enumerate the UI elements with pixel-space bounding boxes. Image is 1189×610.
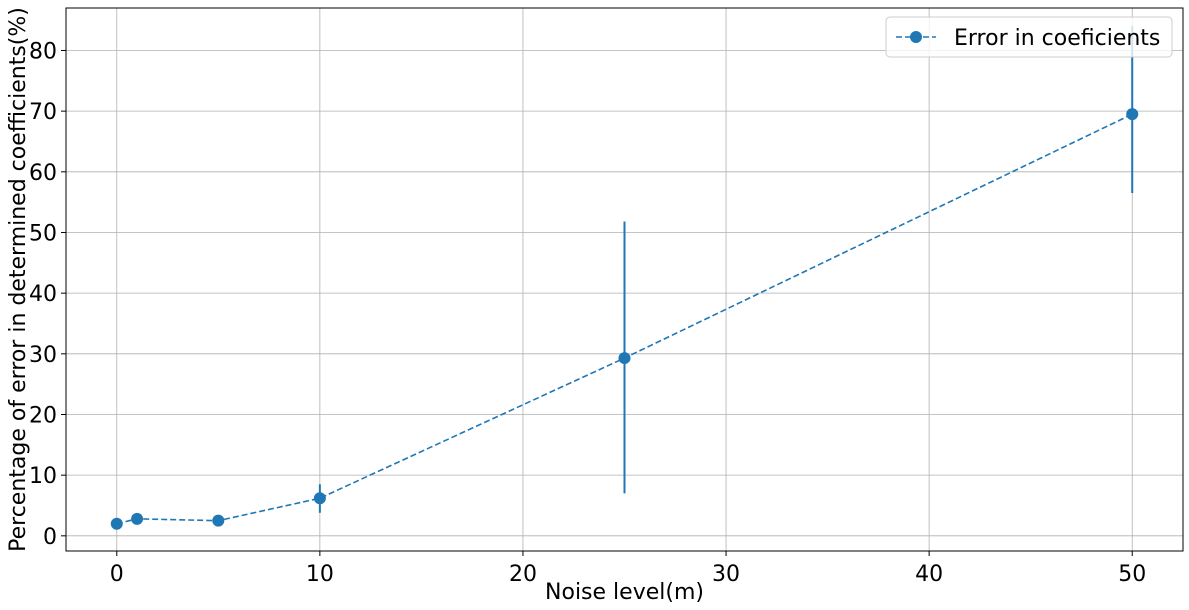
y-axis-label: Percentage of error in determined coeffi…	[6, 7, 31, 552]
series-lines	[116, 113, 1133, 525]
data-points	[110, 108, 1139, 530]
y-tick-label: 0	[43, 525, 57, 550]
axis-ticks: 0 10 20 30 40 50 0 10 20 30 40 50 60 70 80	[29, 39, 1146, 587]
y-tick-label: 70	[29, 100, 57, 125]
y-tick-label: 30	[29, 343, 57, 368]
x-tick-label: 0	[110, 562, 124, 587]
y-tick-label: 50	[29, 221, 57, 246]
y-tick-label: 60	[29, 161, 57, 186]
legend-entry-label: Error in coeficients	[954, 26, 1160, 51]
data-point	[131, 512, 144, 525]
y-tick-label: 80	[29, 39, 57, 64]
legend-box	[885, 16, 1173, 58]
series-line	[116, 113, 1133, 525]
data-point	[1126, 108, 1139, 121]
data-point	[313, 492, 326, 505]
x-tick-label: 50	[1118, 562, 1146, 587]
y-tick-label: 40	[29, 282, 57, 307]
legend-marker-sample	[910, 31, 922, 43]
data-point	[212, 514, 225, 527]
x-tick-label: 20	[509, 562, 537, 587]
legend: Error in coeficients	[885, 16, 1173, 58]
data-point	[110, 517, 123, 530]
x-tick-label: 10	[306, 562, 334, 587]
x-axis-label: Noise level(m)	[545, 580, 704, 605]
y-tick-label: 20	[29, 403, 57, 428]
data-point	[618, 352, 631, 365]
y-tick-label: 10	[29, 464, 57, 489]
x-tick-label: 40	[915, 562, 943, 587]
x-tick-label: 30	[712, 562, 740, 587]
plot-frame	[65, 7, 1184, 552]
